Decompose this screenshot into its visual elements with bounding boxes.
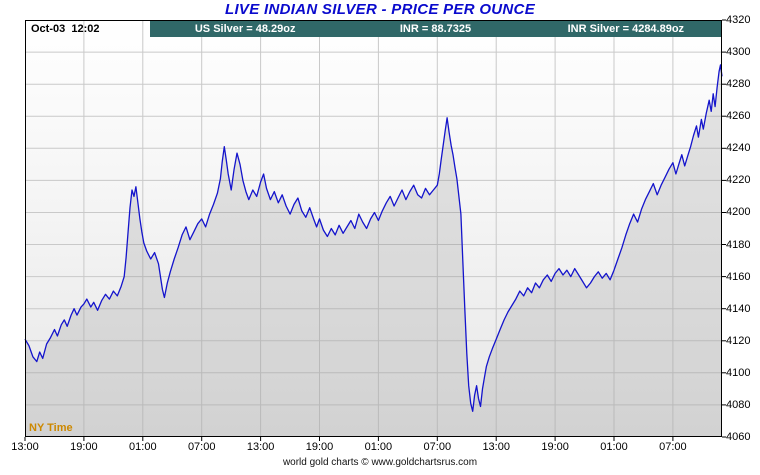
area-fill xyxy=(25,64,722,438)
y-axis-label: 4180 xyxy=(726,238,751,251)
y-axis-label: 4280 xyxy=(726,78,751,91)
x-axis-label: 13:00 xyxy=(482,441,510,453)
y-axis-label: 4240 xyxy=(726,142,751,155)
price-line xyxy=(24,64,723,412)
ny-time-label: NY Time xyxy=(29,422,73,434)
footer-credit: world gold charts © www.goldchartsrus.co… xyxy=(282,457,478,468)
timestamp-label: Oct-03 12:02 xyxy=(31,23,100,35)
x-axis-label: 19:00 xyxy=(70,441,98,453)
y-axis-label: 4220 xyxy=(726,174,751,187)
chart-title: LIVE INDIAN SILVER - PRICE PER OUNCE xyxy=(224,1,535,18)
x-axis-label: 07:00 xyxy=(187,441,216,453)
plot-border xyxy=(25,20,722,437)
x-axis-label: 13:00 xyxy=(246,441,275,453)
y-axis-label: 4080 xyxy=(726,398,751,411)
y-axis-label: 4140 xyxy=(726,302,751,315)
us-silver-quote: US Silver = 48.29oz xyxy=(194,23,296,35)
price-chart-svg xyxy=(24,19,726,441)
y-axis-label: 4320 xyxy=(726,14,751,26)
y-axis-label: 4300 xyxy=(726,46,751,59)
inr-silver-quote: INR Silver = 4284.89oz xyxy=(567,23,685,35)
y-axis-label: 4200 xyxy=(726,206,751,219)
y-axis-label: 4260 xyxy=(726,110,751,123)
x-axis-label: 01:00 xyxy=(600,441,628,453)
y-axis-label: 4060 xyxy=(726,431,751,443)
y-axis-label: 4160 xyxy=(726,270,751,283)
x-axis-label: 01:00 xyxy=(364,441,393,453)
quote-header-row: Oct-03 12:02 US Silver = 48.29oz INR = 8… xyxy=(25,21,722,37)
quote-bar: US Silver = 48.29oz INR = 88.7325 INR Si… xyxy=(150,21,721,37)
x-axis-label: 07:00 xyxy=(659,441,687,453)
x-axis-label: 13:00 xyxy=(11,441,39,453)
x-axis-label: 19:00 xyxy=(541,441,569,453)
y-axis-label: 4120 xyxy=(726,334,751,347)
x-axis-label: 01:00 xyxy=(129,441,157,453)
plot-area: Oct-03 12:02 US Silver = 48.29oz INR = 8… xyxy=(24,19,726,441)
x-axis-label: 07:00 xyxy=(423,441,452,453)
y-axis-label: 4100 xyxy=(726,366,751,379)
inr-rate-quote: INR = 88.7325 xyxy=(399,23,472,35)
x-axis-label: 19:00 xyxy=(305,441,334,453)
